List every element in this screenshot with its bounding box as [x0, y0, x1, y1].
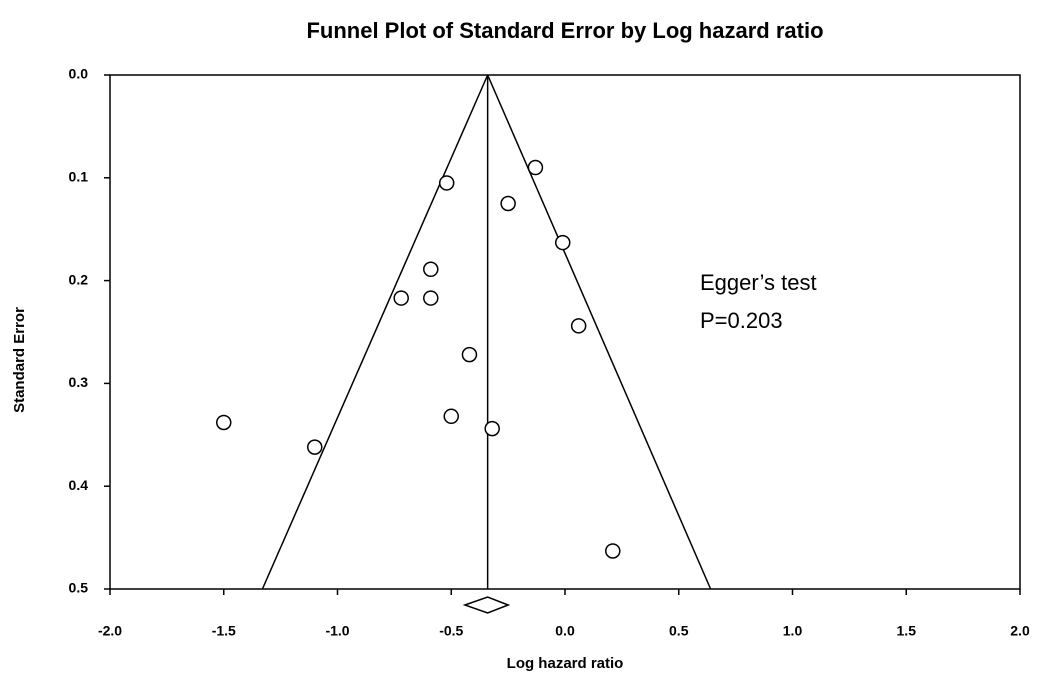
x-tick-label: -2.0	[98, 623, 122, 639]
x-tick-label: 2.0	[1010, 623, 1030, 639]
x-tick-label: -1.5	[212, 623, 236, 639]
funnel-line	[261, 74, 489, 590]
y-tick-label: 0.5	[69, 580, 89, 596]
study-point	[216, 414, 232, 431]
chart-title: Funnel Plot of Standard Error by Log haz…	[306, 18, 823, 43]
x-tick-label: 0.5	[669, 623, 689, 639]
annotation: Egger’s test	[700, 270, 817, 295]
study-point	[554, 234, 571, 251]
x-tick-label: 0.0	[555, 623, 575, 639]
summary-diamond	[462, 596, 511, 614]
y-tick-label: 0.2	[69, 271, 89, 287]
study-point	[500, 195, 516, 212]
y-tick-label: 0.4	[69, 477, 89, 493]
study-point	[605, 543, 621, 559]
y-tick-label: 0.1	[69, 169, 89, 185]
study-point	[484, 420, 500, 437]
annotation: P=0.203	[700, 308, 783, 333]
x-axis-label: Log hazard ratio	[507, 655, 624, 672]
study-point	[423, 290, 439, 306]
funnel-line	[486, 74, 712, 590]
study-point	[527, 159, 544, 176]
study-point	[438, 175, 455, 191]
study-point	[393, 290, 409, 306]
y-axis-label: Standard Error	[11, 307, 28, 413]
x-tick-label: -1.0	[325, 623, 349, 639]
y-tick-label: 0.0	[69, 66, 89, 82]
x-tick-label: 1.5	[897, 623, 917, 639]
x-tick-label: 1.0	[783, 623, 803, 639]
study-point	[423, 261, 439, 278]
study-point	[570, 318, 587, 334]
study-point	[461, 346, 478, 363]
study-point	[443, 408, 459, 425]
y-tick-label: 0.3	[69, 374, 89, 390]
plot-frame	[109, 74, 1021, 590]
x-tick-label: -0.5	[439, 623, 463, 639]
study-point	[307, 439, 323, 455]
